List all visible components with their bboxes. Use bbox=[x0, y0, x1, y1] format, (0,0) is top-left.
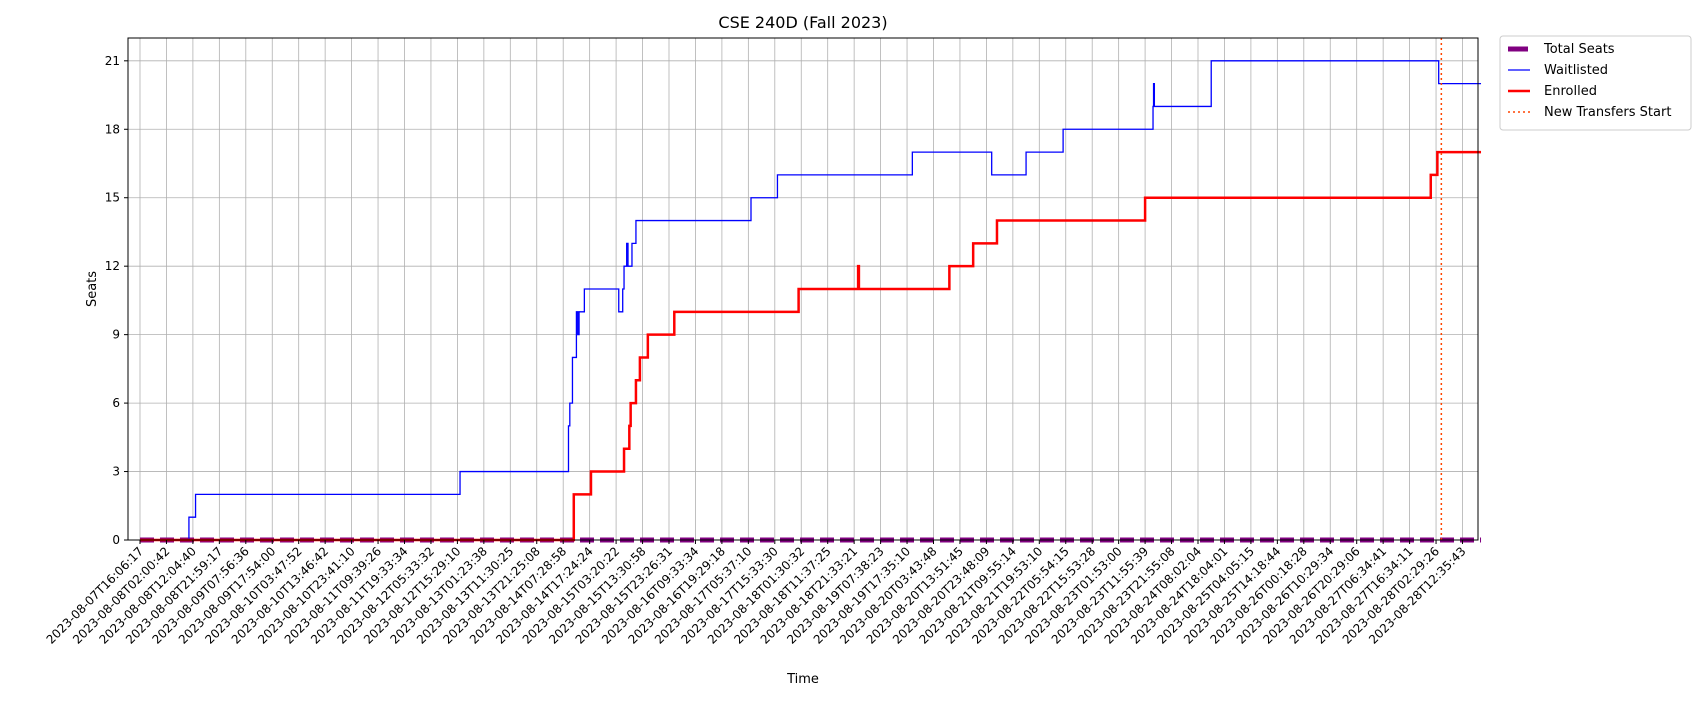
chart-title: CSE 240D (Fall 2023) bbox=[718, 13, 887, 32]
legend-label: Total Seats bbox=[1543, 42, 1615, 57]
y-tick-label: 12 bbox=[105, 259, 120, 273]
y-tick-label: 9 bbox=[112, 328, 120, 342]
series-line-enrolled bbox=[140, 150, 1482, 542]
y-tick-label: 15 bbox=[105, 191, 120, 205]
legend-label: Waitlisted bbox=[1544, 63, 1608, 78]
x-axis: 2023-08-07T16:06:172023-08-08T02:00:4220… bbox=[44, 540, 1469, 647]
y-axis: 0 3 6 9 12 15 18 21 bbox=[105, 54, 128, 547]
grid bbox=[128, 38, 1478, 541]
y-tick-label: 3 bbox=[112, 465, 120, 479]
y-tick-label: 6 bbox=[112, 396, 120, 410]
series-layer bbox=[140, 38, 1482, 543]
legend-label: Enrolled bbox=[1544, 84, 1597, 99]
y-tick-label: 18 bbox=[105, 122, 120, 136]
plot-frame bbox=[127, 37, 1479, 541]
y-axis-label: Seats bbox=[85, 271, 100, 307]
series-line-waitlisted bbox=[140, 60, 1482, 541]
y-tick-label: 21 bbox=[105, 54, 120, 68]
x-axis-label: Time bbox=[786, 672, 819, 687]
y-tick-label: 0 bbox=[112, 533, 120, 547]
legend-box bbox=[1499, 35, 1692, 131]
legend-label: New Transfers Start bbox=[1544, 105, 1671, 120]
legend: Total Seats Waitlisted Enrolled New Transfe… bbox=[1499, 35, 1692, 131]
